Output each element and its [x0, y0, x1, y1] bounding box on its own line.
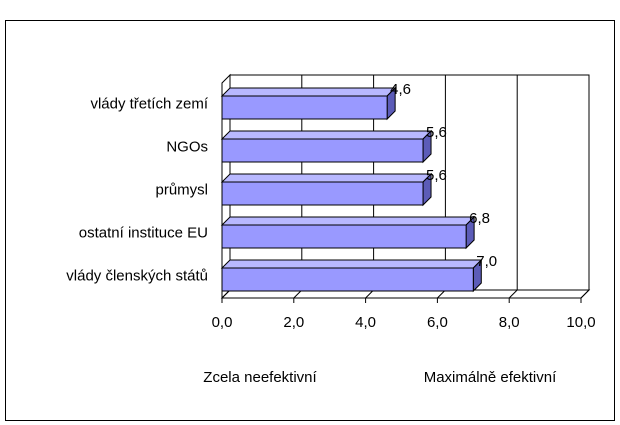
bar-top [220, 259, 483, 269]
grid-line [508, 75, 518, 299]
bar [221, 95, 388, 120]
y-tick-label: NGOs [166, 138, 208, 155]
bar-top [220, 87, 397, 97]
y-tick-label: ostatní instituce EU [79, 224, 208, 241]
grid-line [580, 75, 590, 299]
x-tick-label: 6,0 [427, 314, 448, 331]
y-tick-label: vlády členských států [66, 267, 208, 284]
x-tick-label: 0,0 [212, 314, 233, 331]
x-tick-label: 8,0 [499, 314, 520, 331]
bar [221, 267, 474, 292]
value-label: 7,0 [476, 253, 497, 270]
value-label: 5,6 [426, 167, 447, 184]
bar [221, 224, 467, 249]
bar-top [220, 130, 433, 140]
value-label: 5,6 [426, 124, 447, 141]
value-label: 6,8 [469, 210, 490, 227]
bar-top [220, 216, 476, 226]
bar-top [220, 173, 433, 183]
annotation: Maximálně efektivní [424, 369, 557, 386]
bar [221, 138, 424, 163]
x-tick-label: 4,0 [355, 314, 376, 331]
y-tick-label: vlády třetích zemí [90, 95, 208, 112]
x-tick-label: 2,0 [283, 314, 304, 331]
value-label: 4,6 [390, 81, 411, 98]
x-tick-label: 10,0 [566, 314, 595, 331]
bar [221, 181, 424, 206]
y-tick-label: průmysl [155, 181, 208, 198]
annotation: Zcela neefektivní [203, 369, 317, 386]
